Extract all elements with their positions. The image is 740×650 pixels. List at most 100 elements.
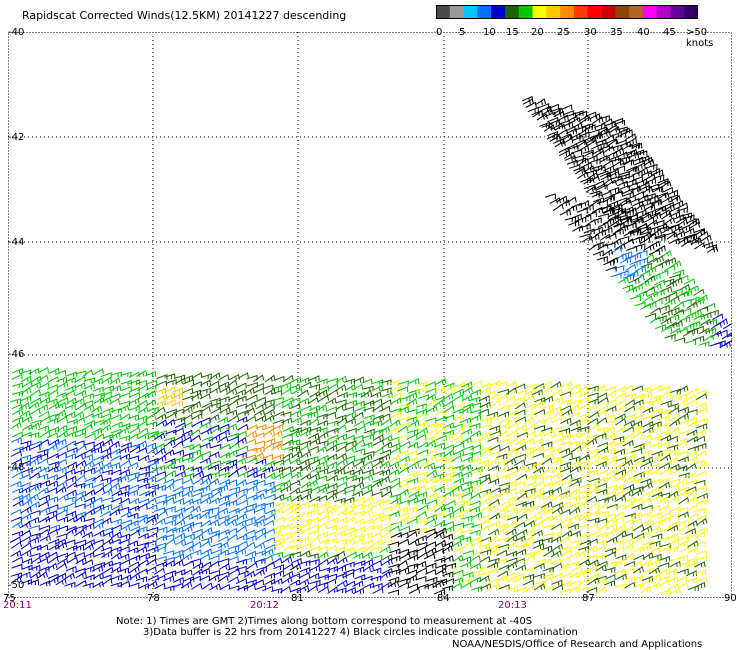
wind-barb — [677, 539, 689, 548]
wind-barb — [576, 140, 588, 148]
wind-barb — [579, 483, 591, 490]
wind-barb — [92, 482, 105, 489]
wind-barb — [47, 573, 59, 580]
wind-barb — [461, 491, 473, 498]
wind-barb — [496, 575, 508, 583]
wind-barb — [172, 549, 184, 556]
wind-barb — [432, 548, 445, 555]
wind-barb — [280, 417, 293, 424]
wind-barb — [100, 504, 113, 511]
footnote-line: 3)Data buffer is 22 hrs from 20141227 4)… — [143, 627, 578, 638]
wind-barb — [119, 453, 131, 460]
wind-barb — [585, 185, 597, 193]
wind-barb — [417, 462, 429, 469]
wind-barb — [29, 381, 42, 388]
wind-barb — [371, 554, 383, 561]
wind-barb — [623, 432, 636, 440]
wind-barb — [638, 212, 650, 219]
wind-barb — [308, 523, 320, 530]
wind-barb — [425, 399, 438, 408]
wind-barb — [173, 553, 185, 560]
wind-barb — [505, 387, 518, 395]
wind-barb — [606, 150, 618, 158]
wind-barb — [408, 378, 420, 385]
wind-barb — [408, 485, 420, 492]
wind-barb — [591, 191, 603, 198]
wind-barb — [145, 497, 157, 506]
wind-barb — [443, 405, 455, 413]
wind-barb — [155, 534, 168, 541]
wind-barb — [694, 507, 706, 514]
wind-barb — [416, 567, 428, 574]
wind-barb — [201, 582, 213, 590]
wind-barb — [695, 485, 708, 492]
wind-barb — [631, 176, 643, 182]
wind-barb — [432, 473, 445, 480]
wind-barb — [56, 473, 68, 480]
wind-barb — [677, 519, 689, 526]
wind-barb — [542, 532, 554, 539]
wind-barb — [254, 479, 266, 486]
wind-barb — [270, 390, 283, 396]
wind-barb — [471, 585, 483, 592]
wind-barb — [37, 544, 49, 551]
wind-barb — [524, 585, 536, 593]
wind-barb — [291, 387, 303, 395]
colorbar-swatch — [546, 5, 561, 19]
wind-barb — [153, 567, 166, 576]
wind-barb — [288, 384, 300, 391]
wind-barb — [540, 558, 552, 565]
wind-barb — [507, 422, 519, 430]
wind-barb — [687, 420, 699, 427]
wind-barb — [616, 197, 628, 203]
wind-barb — [273, 410, 285, 417]
wind-barb — [282, 439, 294, 446]
wind-barb — [594, 384, 607, 392]
wind-barb — [172, 577, 184, 584]
wind-barb — [579, 493, 591, 501]
wind-barb — [119, 459, 132, 468]
wind-barb — [659, 209, 671, 217]
wind-barb — [640, 386, 652, 393]
wind-barb — [55, 572, 67, 580]
wind-barb — [632, 566, 644, 574]
wind-barb — [541, 441, 553, 448]
wind-barb — [461, 451, 474, 458]
wind-barb — [208, 574, 220, 582]
wind-barb — [678, 486, 690, 493]
wind-barb — [136, 477, 149, 484]
wind-barb — [218, 558, 230, 564]
wind-barb — [128, 471, 140, 478]
wind-barb — [181, 406, 193, 414]
wind-barb — [12, 408, 24, 416]
wind-barb — [417, 441, 429, 449]
wind-barb — [334, 530, 346, 538]
wind-barb — [289, 551, 301, 557]
wind-barb — [549, 406, 561, 413]
wind-barb — [695, 556, 708, 562]
wind-barb — [172, 512, 184, 520]
wind-barb — [225, 387, 237, 396]
wind-barb — [453, 382, 465, 389]
wind-barb — [605, 560, 617, 567]
wind-barb — [549, 107, 561, 114]
footnote: Note: 1) Times are GMT 2)Times along bot… — [116, 616, 578, 638]
wind-barb — [199, 421, 211, 429]
wind-barb — [146, 504, 158, 511]
wind-barb — [560, 133, 572, 140]
wind-barb — [489, 487, 501, 494]
wind-barb — [442, 585, 454, 591]
wind-barb — [561, 104, 573, 111]
wind-barb — [172, 497, 185, 505]
colorbar-swatch — [642, 5, 658, 19]
wind-barb — [145, 421, 158, 428]
wind-barb — [559, 391, 571, 397]
wind-barb — [55, 451, 67, 458]
wind-barb — [145, 442, 157, 449]
wind-barb — [496, 430, 508, 437]
wind-barb — [109, 448, 121, 455]
wind-barb — [674, 337, 686, 343]
wind-barb — [174, 538, 186, 546]
wind-barb — [57, 430, 69, 439]
wind-barb — [579, 539, 591, 546]
